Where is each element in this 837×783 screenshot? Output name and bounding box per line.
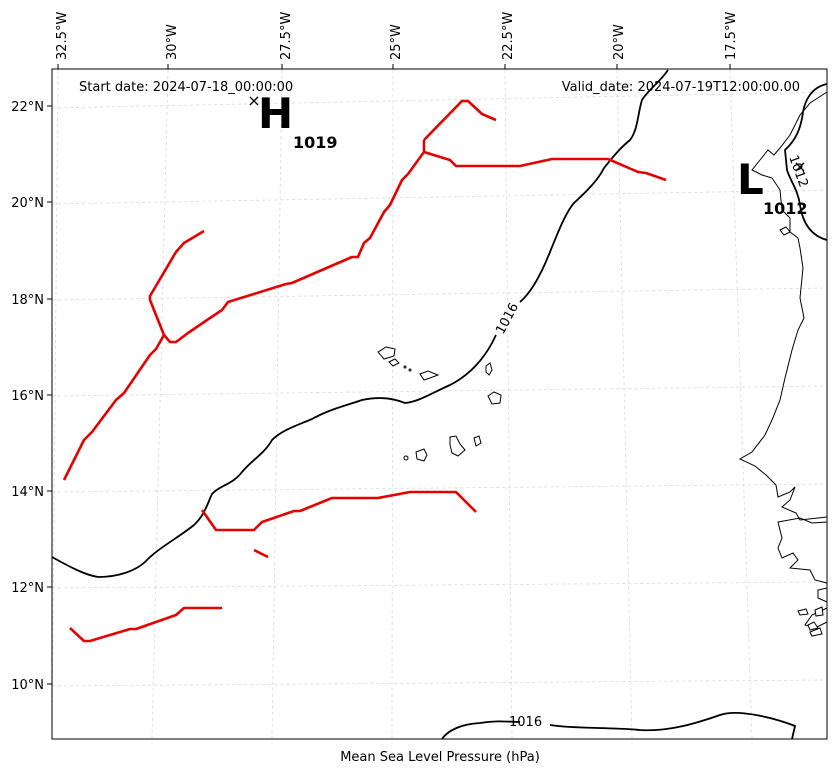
high-center-marker: × <box>247 91 260 110</box>
front-south-segment <box>253 548 269 559</box>
map-frame <box>51 68 828 740</box>
isobar-1016-main-upper <box>519 69 669 303</box>
graticule <box>51 69 828 739</box>
lon-label-22-5w: 22.5°W <box>501 12 516 60</box>
island-small-coast-2 <box>814 606 824 617</box>
contour-label-1016: 1016 <box>493 301 522 337</box>
island-canary <box>779 226 791 236</box>
lat-labels: 22°N 20°N 18°N 16°N 14°N 12°N 10°N <box>11 100 44 693</box>
isobars <box>51 69 828 740</box>
isobar-1016-bottom <box>441 711 797 740</box>
low-pressure-center: × L 1012 <box>737 155 808 218</box>
high-center-value: 1019 <box>293 133 338 152</box>
valid-date-label: Valid_date: 2024-07-19T12:00:00.00 <box>562 80 800 95</box>
lat-label-14n: 14°N <box>11 485 44 500</box>
island-ilheu <box>408 368 412 372</box>
island-small-coast-1 <box>797 608 809 616</box>
lon-label-25w: 25°W <box>389 24 404 60</box>
lat-label-12n: 12°N <box>11 581 44 596</box>
lat-label-10n: 10°N <box>11 678 44 693</box>
map-caption: Mean Sea Level Pressure (hPa) <box>340 750 540 765</box>
isobar-1016-main <box>51 334 497 578</box>
lat-label-18n: 18°N <box>11 293 44 308</box>
island-sao-vicente <box>388 358 400 367</box>
africa-coast <box>738 91 828 629</box>
lon-label-30w: 30°W <box>165 24 180 60</box>
lon-label-27-5w: 27.5°W <box>279 12 294 60</box>
low-center-marker: × <box>793 157 806 176</box>
lon-label-17-5w: 17.5°W <box>724 12 739 60</box>
cape-verde-islands <box>377 346 502 462</box>
island-sal <box>485 362 493 376</box>
lon-ticks <box>57 64 731 69</box>
island-small-coast-3 <box>807 621 819 631</box>
lat-label-22n: 22°N <box>11 100 44 115</box>
front-west-branch <box>148 229 205 336</box>
low-center-value: 1012 <box>763 199 808 218</box>
island-sao-nicolau <box>419 370 440 381</box>
island-brava <box>403 455 409 461</box>
island-santa-luzia <box>403 365 407 369</box>
front-far-south <box>69 606 222 643</box>
front-north-upper <box>423 99 497 141</box>
front-north-east <box>423 150 667 182</box>
coastline <box>738 91 828 637</box>
lon-labels: 32.5°W 30°W 27.5°W 25°W 22.5°W 20°W 17.5… <box>55 12 739 60</box>
island-santo-antao <box>377 346 396 360</box>
isobar-1012 <box>784 83 828 241</box>
lon-label-20w: 20°W <box>612 24 627 60</box>
island-santiago <box>449 435 466 457</box>
island-fogo <box>415 448 428 462</box>
island-maio <box>473 435 482 447</box>
island-small-coast-4 <box>809 627 823 637</box>
lat-ticks <box>47 105 52 685</box>
contour-label-1016-bottom: 1016 <box>509 715 542 730</box>
lon-label-32-5w: 32.5°W <box>55 12 70 60</box>
lat-label-16n: 16°N <box>11 389 44 404</box>
front-north-main <box>62 140 426 481</box>
start-date-label: Start date: 2024-07-18_00:00:00 <box>79 80 293 95</box>
lat-label-20n: 20°N <box>11 196 44 211</box>
high-center-letter: H <box>258 89 293 138</box>
low-center-letter: L <box>737 155 764 204</box>
high-pressure-center: × H 1019 <box>247 89 337 152</box>
island-boa-vista <box>487 391 502 405</box>
front-south-main <box>200 490 477 532</box>
fronts <box>62 99 667 643</box>
